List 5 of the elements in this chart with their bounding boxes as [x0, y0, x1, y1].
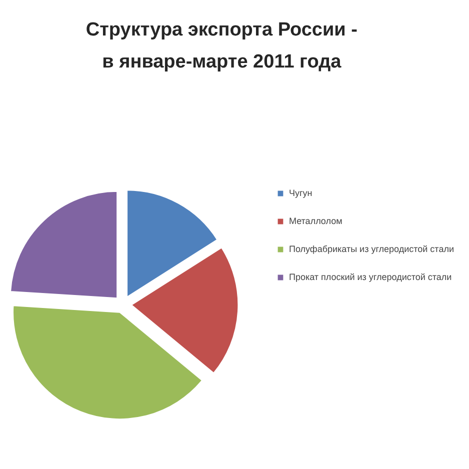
legend-label: Полуфабрикаты из углеродистой стали — [288, 244, 454, 254]
chart-title: Структура экспорта России - в январе-марте 2011 года — [86, 19, 358, 72]
legend-label: Металлолом — [288, 216, 342, 226]
legend-label: Прокат плоский из углеродистой стали — [288, 272, 452, 282]
legend-label: Чугун — [288, 188, 312, 198]
